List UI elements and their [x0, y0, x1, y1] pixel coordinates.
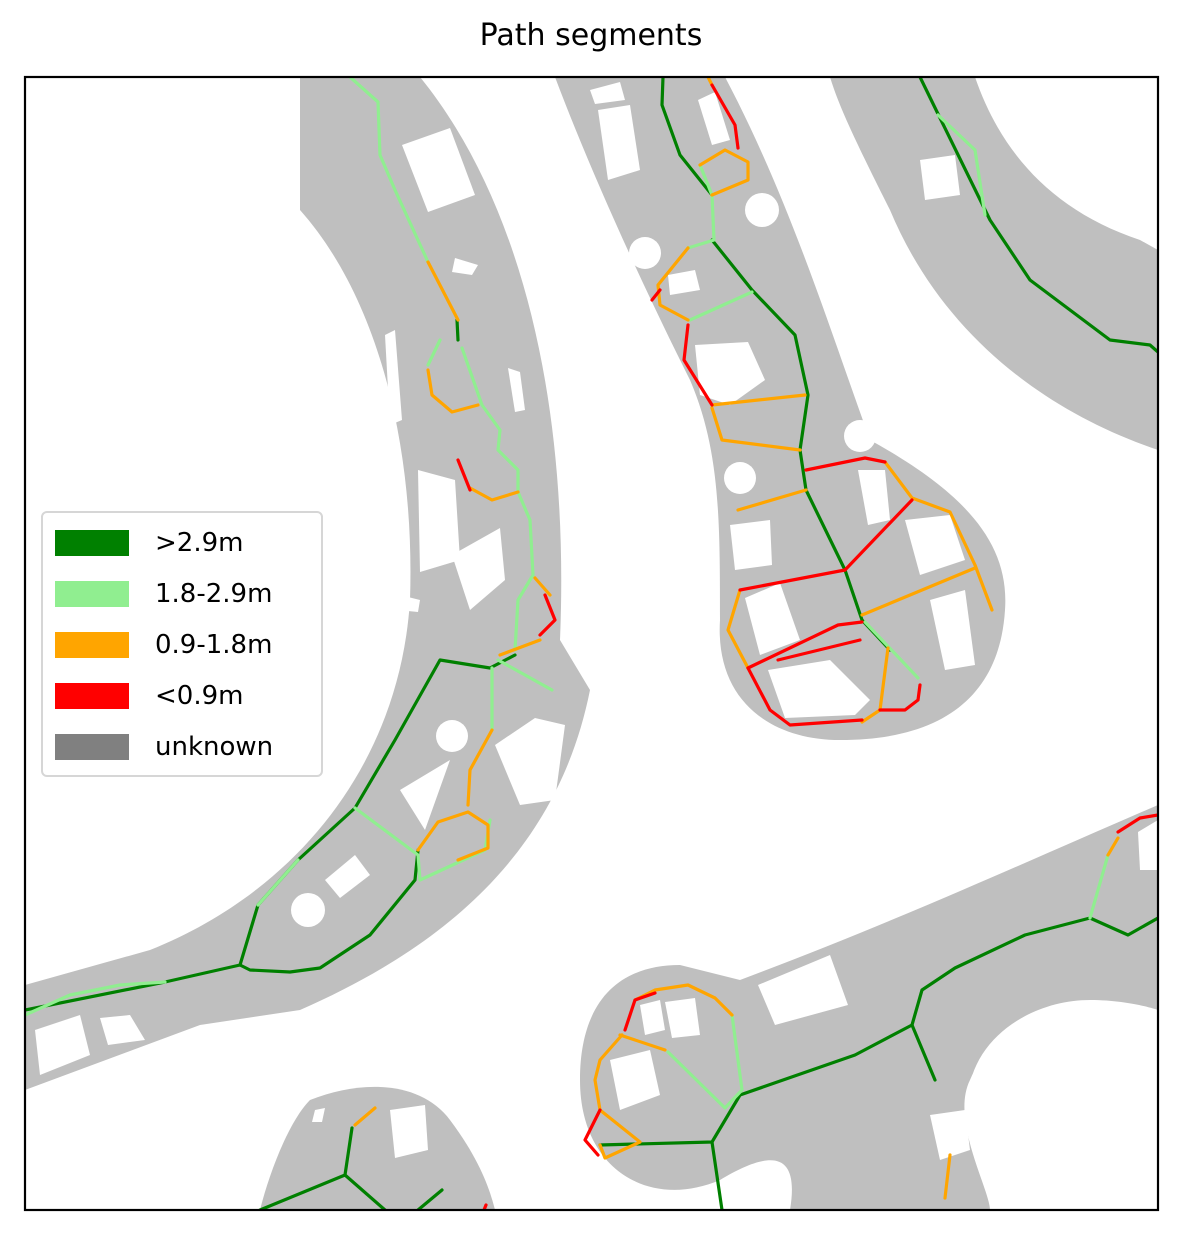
walkable-blob-bottom — [260, 1086, 495, 1210]
walkable-band-upper-right — [830, 77, 1158, 450]
legend-item: unknown — [55, 730, 273, 764]
walkable-band-left — [25, 77, 590, 1090]
segments-red — [456, 83, 1158, 1210]
legend-label: <0.9m — [155, 681, 244, 711]
legend-label: 0.9-1.8m — [155, 630, 273, 660]
map-frame — [23, 75, 1160, 1212]
legend: >2.9m 1.8-2.9m 0.9-1.8m <0.9m unknown — [41, 511, 323, 777]
segments-lightgreen — [25, 77, 1110, 1110]
legend-label: unknown — [155, 732, 274, 762]
legend-swatch-lightgreen — [55, 581, 129, 607]
segments-green — [25, 77, 1158, 1210]
legend-item: 1.8-2.9m — [55, 577, 272, 611]
map-title: Path segments — [479, 18, 703, 53]
legend-swatch-unknown — [55, 734, 129, 760]
path-segments — [25, 77, 1158, 1210]
legend-item: 0.9-1.8m — [55, 628, 272, 662]
legend-swatch-red — [55, 683, 129, 709]
legend-item: >2.9m — [55, 526, 243, 560]
legend-swatch-orange — [55, 632, 129, 658]
legend-item: <0.9m — [55, 679, 243, 713]
obstacles — [35, 82, 1158, 1210]
walkable-branch-center — [555, 77, 1006, 740]
legend-label: >2.9m — [155, 528, 244, 558]
legend-swatch-green — [55, 530, 129, 556]
legend-label: 1.8-2.9m — [155, 579, 273, 609]
